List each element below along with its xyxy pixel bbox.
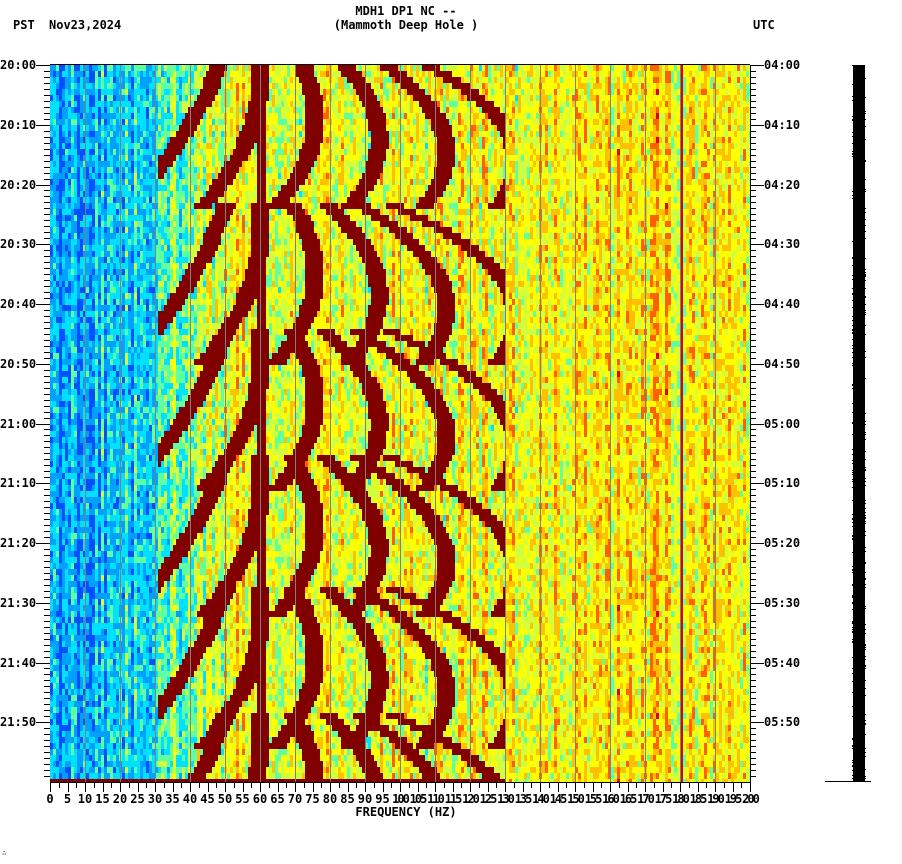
x-tick-label: 185 — [683, 793, 713, 805]
spectrogram-heatmap — [50, 65, 752, 785]
x-tick-label: 145 — [543, 793, 573, 805]
x-tick-label: 90 — [350, 793, 380, 805]
x-tick-label: 50 — [210, 793, 240, 805]
y-tick-label-utc: 05:00 — [764, 418, 800, 430]
y-tick-label-utc: 05:10 — [764, 477, 800, 489]
station-name: (Mammoth Deep Hole ) — [0, 19, 812, 31]
x-tick-label: 180 — [665, 793, 695, 805]
y-tick-label-pst: 20:00 — [0, 59, 36, 71]
y-tick-label-utc: 04:20 — [764, 179, 800, 191]
y-tick-label-pst: 20:10 — [0, 119, 36, 131]
x-tick-label: 120 — [455, 793, 485, 805]
x-tick-label: 170 — [630, 793, 660, 805]
y-tick-label-utc: 05:50 — [764, 716, 800, 728]
x-tick-label: 20 — [105, 793, 135, 805]
y-tick-label-pst: 21:50 — [0, 716, 36, 728]
spectrogram-plot — [50, 65, 752, 785]
y-tick-label-pst: 21:20 — [0, 537, 36, 549]
date-label: Nov23,2024 — [49, 19, 121, 31]
x-tick-label: 195 — [718, 793, 748, 805]
y-tick-label-pst: 21:10 — [0, 477, 36, 489]
x-tick-label: 25 — [123, 793, 153, 805]
x-tick-label: 60 — [245, 793, 275, 805]
x-tick-label: 135 — [508, 793, 538, 805]
x-tick-label: 10 — [70, 793, 100, 805]
x-tick-label: 140 — [525, 793, 555, 805]
y-tick-label-pst: 20:30 — [0, 238, 36, 250]
left-timezone-label: PST — [13, 19, 35, 31]
x-tick-label: 190 — [700, 793, 730, 805]
x-tick-label: 155 — [578, 793, 608, 805]
station-title: MDH1 DP1 NC -- — [0, 5, 812, 17]
y-tick-label-pst: 20:50 — [0, 358, 36, 370]
x-tick-label: 65 — [263, 793, 293, 805]
x-tick-label: 15 — [88, 793, 118, 805]
x-tick-label: 105 — [403, 793, 433, 805]
y-tick-label-pst: 20:40 — [0, 298, 36, 310]
y-tick-label-pst: 21:40 — [0, 657, 36, 669]
x-tick-label: 165 — [613, 793, 643, 805]
x-tick-label: 100 — [385, 793, 415, 805]
y-tick-label-utc: 04:10 — [764, 119, 800, 131]
x-tick-label: 175 — [648, 793, 678, 805]
y-tick-label-utc: 04:50 — [764, 358, 800, 370]
x-tick-label: 40 — [175, 793, 205, 805]
x-tick-label: 30 — [140, 793, 170, 805]
y-tick-label-utc: 04:00 — [764, 59, 800, 71]
y-tick-label-utc: 05:40 — [764, 657, 800, 669]
footer-mark: ∴ — [2, 849, 6, 857]
y-tick-label-utc: 05:20 — [764, 537, 800, 549]
x-tick-label: 0 — [35, 793, 65, 805]
y-tick-label-utc: 05:30 — [764, 597, 800, 609]
x-tick-label: 200 — [735, 793, 765, 805]
x-axis-title: FREQUENCY (HZ) — [0, 805, 812, 819]
y-tick-label-pst: 21:00 — [0, 418, 36, 430]
x-tick-label: 160 — [595, 793, 625, 805]
x-tick-label: 115 — [438, 793, 468, 805]
right-timezone-label: UTC — [753, 19, 775, 31]
x-tick-label: 55 — [228, 793, 258, 805]
y-tick-label-utc: 04:30 — [764, 238, 800, 250]
x-tick-label: 150 — [560, 793, 590, 805]
x-tick-label: 45 — [193, 793, 223, 805]
x-tick-label: 70 — [280, 793, 310, 805]
x-tick-label: 80 — [315, 793, 345, 805]
trace-baseline — [825, 781, 871, 782]
x-tick-label: 95 — [368, 793, 398, 805]
x-tick-label: 130 — [490, 793, 520, 805]
x-tick-label: 75 — [298, 793, 328, 805]
y-tick-label-utc: 04:40 — [764, 298, 800, 310]
x-tick-label: 5 — [53, 793, 83, 805]
seismogram-trace — [852, 65, 866, 782]
x-tick-label: 35 — [158, 793, 188, 805]
x-tick-label: 85 — [333, 793, 363, 805]
y-tick-label-pst: 21:30 — [0, 597, 36, 609]
x-tick-label: 125 — [473, 793, 503, 805]
x-tick-label: 110 — [420, 793, 450, 805]
y-tick-label-pst: 20:20 — [0, 179, 36, 191]
